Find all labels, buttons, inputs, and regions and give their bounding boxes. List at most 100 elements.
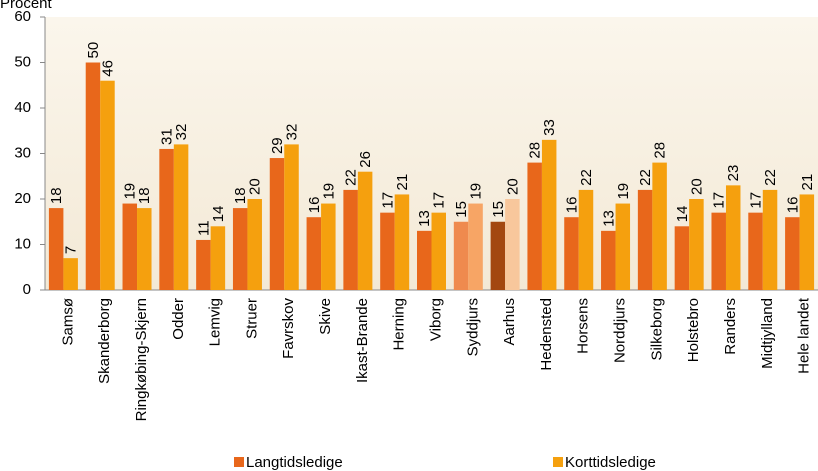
data-label: 28 — [527, 142, 544, 159]
y-tick-label: 60 — [14, 8, 31, 25]
x-tick-label: Midtjylland — [759, 298, 776, 369]
data-label: 7 — [63, 246, 80, 254]
data-label: 18 — [232, 187, 249, 204]
data-label: 11 — [195, 220, 212, 236]
data-label: 18 — [136, 187, 153, 204]
x-tick-label: Struer — [243, 298, 260, 339]
data-label: 17 — [711, 192, 728, 209]
data-label: 13 — [600, 210, 617, 227]
data-label: 31 — [159, 128, 176, 145]
bar — [490, 221, 506, 290]
bar — [468, 203, 483, 290]
x-tick-label: Hele landet — [796, 297, 813, 374]
data-label: 50 — [85, 42, 102, 59]
data-label: 22 — [343, 169, 360, 186]
data-label: 21 — [799, 174, 816, 191]
bar — [637, 189, 653, 290]
data-label: 20 — [688, 178, 705, 195]
x-tick-label: Ringkøbing-Skjern — [133, 298, 150, 421]
data-label: 22 — [762, 169, 779, 186]
bar — [196, 239, 211, 290]
data-label: 21 — [394, 174, 411, 191]
bar — [564, 217, 579, 290]
bar — [431, 212, 446, 290]
x-tick-label: Skive — [317, 298, 334, 335]
bar — [380, 212, 395, 290]
bar — [284, 144, 299, 290]
data-label: 14 — [674, 206, 691, 223]
data-label: 16 — [306, 197, 323, 214]
x-tick-label: Randers — [722, 298, 739, 355]
data-label: 18 — [48, 187, 65, 204]
bar — [652, 162, 667, 290]
data-label: 46 — [99, 60, 116, 77]
data-label: 32 — [173, 124, 190, 141]
x-tick-label: Viborg — [427, 298, 444, 341]
x-tick-label: Lemvig — [207, 298, 224, 346]
bar — [122, 203, 138, 290]
bar — [137, 208, 152, 290]
bar — [394, 194, 410, 290]
y-tick-label: 40 — [14, 99, 31, 116]
bar — [505, 199, 520, 290]
bar — [100, 80, 115, 290]
data-label: 16 — [784, 197, 801, 214]
data-label: 20 — [504, 178, 521, 195]
bar — [674, 226, 690, 290]
x-tick-label: Samsø — [59, 298, 76, 346]
bar — [159, 148, 174, 290]
bar — [762, 189, 778, 290]
data-label: 17 — [431, 192, 448, 209]
bar — [247, 199, 262, 290]
bar — [689, 199, 704, 290]
bar — [210, 226, 226, 290]
legend-swatch — [553, 457, 563, 467]
data-label: 20 — [247, 178, 264, 195]
legend-label: Korttidsledige — [565, 454, 656, 471]
bar — [232, 208, 248, 290]
data-label: 14 — [210, 206, 227, 223]
bar — [63, 258, 78, 290]
y-tick-label: 30 — [14, 144, 31, 161]
bar — [306, 217, 322, 290]
data-label: 32 — [283, 124, 300, 141]
bar — [785, 217, 800, 290]
x-tick-label: Hedensted — [538, 298, 555, 371]
bar — [615, 203, 631, 290]
x-tick-label: Aarhus — [501, 298, 518, 346]
y-tick-label: 20 — [14, 190, 31, 207]
data-label: 19 — [122, 183, 139, 200]
data-label: 22 — [578, 169, 595, 186]
bar — [48, 208, 64, 290]
x-tick-label: Odder — [170, 298, 187, 340]
bar — [453, 221, 469, 290]
data-label: 19 — [615, 183, 632, 200]
data-label: 19 — [320, 183, 337, 200]
bar — [173, 144, 189, 290]
bar — [85, 62, 101, 290]
x-tick-label: Silkeborg — [648, 298, 665, 361]
x-tick-label: Horsens — [575, 298, 592, 354]
bar — [527, 162, 542, 290]
y-tick-label: 10 — [14, 235, 31, 252]
data-label: 28 — [652, 142, 669, 159]
bar — [541, 139, 557, 290]
x-tick-label: Norddjurs — [612, 298, 629, 363]
data-label: 15 — [453, 201, 470, 218]
data-label: 17 — [379, 192, 396, 209]
legend-swatch — [234, 457, 244, 467]
data-label: 26 — [357, 151, 374, 168]
x-tick-label: Favrskov — [280, 298, 297, 359]
bar — [711, 212, 726, 290]
legend-label: Langtidsledige — [246, 454, 343, 471]
x-tick-label: Ikast-Brande — [354, 298, 371, 383]
data-label: 13 — [416, 210, 433, 227]
data-label: 23 — [725, 165, 742, 182]
y-axis-label: Procent — [0, 0, 53, 12]
data-label: 16 — [563, 197, 580, 214]
bar — [578, 189, 594, 290]
data-label: 19 — [468, 183, 485, 200]
bar — [417, 230, 432, 290]
x-tick-label: Skanderborg — [96, 298, 113, 384]
